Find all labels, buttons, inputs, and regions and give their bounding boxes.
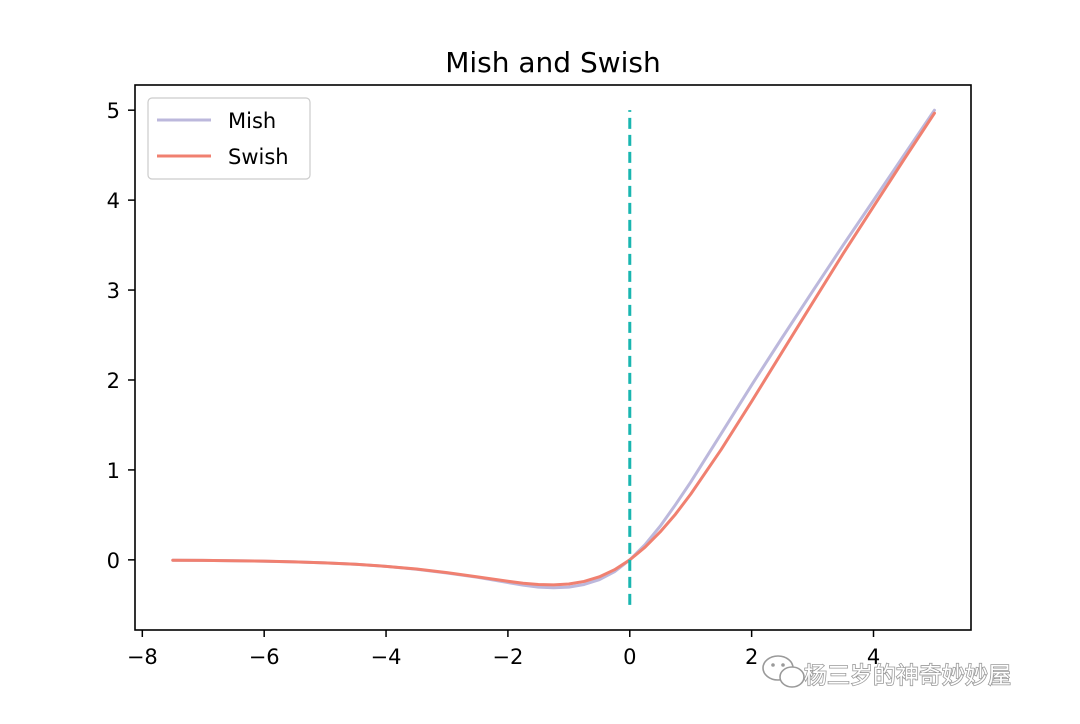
x-tick-label: −8 xyxy=(127,645,158,669)
watermark: 杨三岁的神奇妙妙屋 xyxy=(762,655,1012,690)
y-axis: 0 1 2 3 4 5 xyxy=(107,99,135,573)
wechat-icon xyxy=(762,655,805,688)
y-tick-label: 2 xyxy=(107,369,120,393)
series-layer xyxy=(171,108,936,590)
x-tick-label: 2 xyxy=(745,645,758,669)
legend-box xyxy=(147,97,311,180)
y-tick-label: 1 xyxy=(107,459,120,483)
legend-label-swish: Swish xyxy=(228,145,289,169)
x-tick-label: 4 xyxy=(867,645,880,669)
y-tick-label: 4 xyxy=(107,189,120,213)
y-tick-label: 3 xyxy=(107,279,120,303)
series-line-swish xyxy=(171,111,936,587)
legend-label-mish: Mish xyxy=(228,109,276,133)
plot-frame xyxy=(134,84,972,631)
x-axis: −8 −6 −4 −2 0 2 4 xyxy=(127,630,880,669)
series-line-mish xyxy=(171,108,936,590)
x-tick-label: −2 xyxy=(492,645,523,669)
x-tick-label: −6 xyxy=(249,645,280,669)
chart-title: Mish and Swish xyxy=(445,46,661,79)
legend: Mish Swish xyxy=(147,97,311,180)
watermark-text: 杨三岁的神奇妙妙屋 xyxy=(804,663,1011,689)
x-tick-label: 0 xyxy=(623,645,636,669)
y-tick-label: 5 xyxy=(107,99,120,123)
y-tick-label: 0 xyxy=(107,549,120,573)
x-tick-label: −4 xyxy=(371,645,402,669)
